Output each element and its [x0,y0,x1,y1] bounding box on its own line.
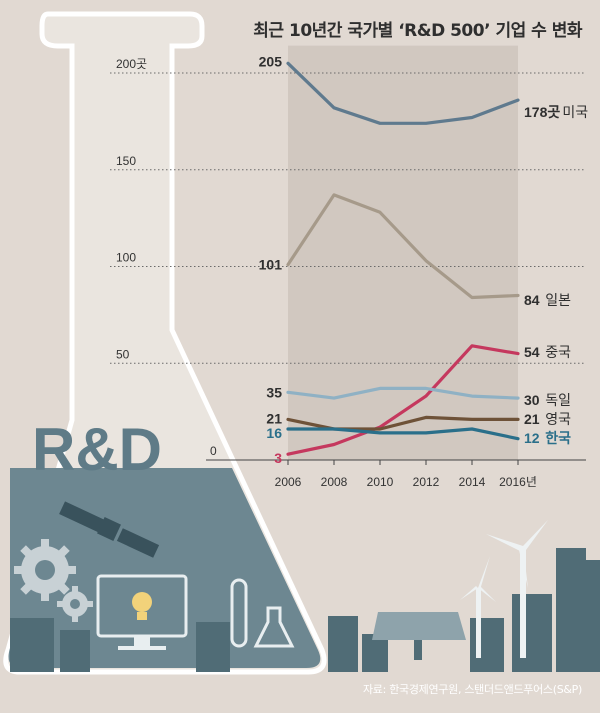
series-name-label: 독일 [545,393,571,409]
y-tick-label: 50 [116,347,130,361]
series-end-value: 30 [524,392,540,408]
series-line-일본 [286,193,520,300]
series-name-label: 일본 [545,293,571,309]
series-line-한국 [286,427,520,441]
series-name-label: 미국 [562,105,588,121]
x-tick-label: 2006 [275,475,302,489]
y-tick-label: 0 [210,444,217,458]
series-end-value: 54 [524,344,540,360]
y-tick-label: 150 [116,154,136,168]
x-tick-label: 2012 [413,475,440,489]
y-tick-label: 200곳 [116,57,147,71]
series-start-label: 16 [266,425,282,441]
x-tick-label: 2008 [321,475,348,489]
series-line-중국 [286,344,520,456]
wind-turbine-icon [460,520,548,658]
satellite-icon [59,501,160,558]
x-tick-label: 2016년 [499,475,537,489]
series-end-value: 12 [524,430,540,446]
rnd-lettering: R&D [32,416,162,483]
x-tick-label: 2010 [367,475,394,489]
chart-title: 최근 10년간 국가별 ‘R&D 500’ 기업 수 변화 [253,21,582,41]
small-gear-icon [57,586,93,622]
source-note: 자료: 한국경제연구원, 스탠더드앤드푸어스(S&P) [362,683,582,696]
y-tick-label: 100 [116,251,136,265]
series-end-value: 21 [524,411,540,427]
gear-icon [14,539,76,601]
series-end-value: 178곳 [524,104,560,120]
series-end-value: 84 [524,292,540,308]
series-name-label: 중국 [545,345,571,361]
city-skyline [10,548,600,672]
series-name-label: 영국 [545,412,571,428]
solar-panel-icon [372,612,466,660]
series-start-label: 205 [259,53,283,69]
series-line-독일 [286,386,520,400]
series-line-미국 [286,61,520,125]
series-start-label: 35 [266,384,282,400]
test-tube-icon [230,578,295,648]
series-start-label: 21 [266,410,282,426]
series-start-label: 3 [274,450,282,466]
monitor-icon [96,574,188,650]
series-name-label: 한국 [545,431,571,447]
series-start-label: 101 [259,257,283,273]
x-tick-label: 2014 [459,475,486,489]
